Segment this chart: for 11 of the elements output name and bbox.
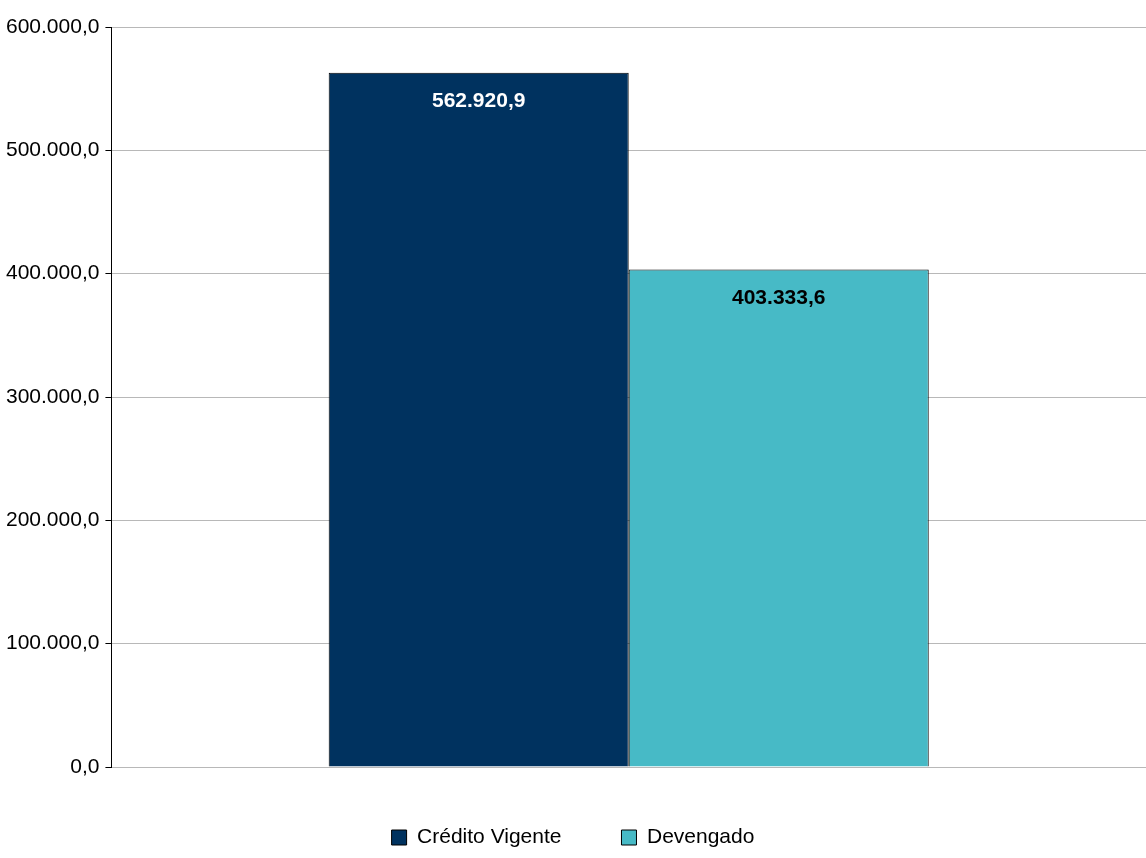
data-label: 403.333,6 [732,284,826,308]
y-tick-label: 600.000,0 [5,13,100,37]
y-tick-label: 500.000,0 [5,137,100,161]
legend-label: Crédito Vigente [417,824,562,848]
legend-label: Devengado [646,824,755,848]
data-label: 562.920,9 [431,88,526,112]
y-tick-label: 100.000,0 [5,630,100,654]
y-tick-label: 200.000,0 [5,507,100,531]
y-tick-label: 0,0 [70,753,100,777]
y-tick-label: 400.000,0 [5,260,100,284]
y-tick-label: 300.000,0 [5,383,100,407]
